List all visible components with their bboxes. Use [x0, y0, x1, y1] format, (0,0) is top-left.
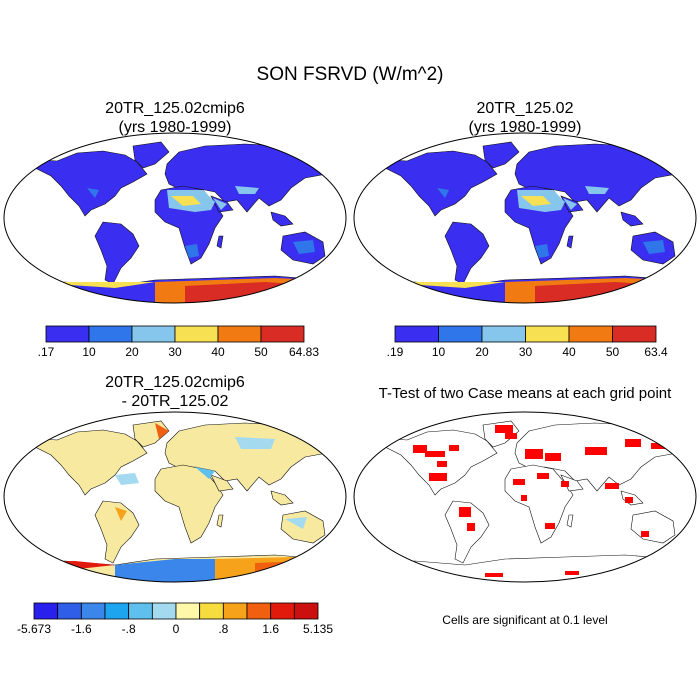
panel-title-2-line2: (yrs 1980-1999) [468, 119, 582, 136]
colorbar-1-swatch [131, 325, 176, 343]
panel-title-2-line1: 20TR_125.02 [476, 100, 574, 117]
colorbar-2-tick-label: 20 [475, 345, 489, 359]
colorbar-3-swatch [128, 602, 153, 620]
colorbar-3-swatch [199, 602, 224, 620]
figure-title: SON FSRVD (W/m^2) [256, 64, 444, 85]
colorbar-3-swatch [104, 602, 130, 620]
colorbar-1-tick-label: 50 [254, 345, 268, 359]
colorbar-2-swatch [612, 325, 657, 343]
panel-title-4-line1: T-Test of two Case means at each grid po… [378, 385, 672, 402]
colorbar-3-swatch [270, 602, 295, 620]
colorbar-2-tick-label: 30 [519, 345, 533, 359]
colorbar-1-swatch [88, 325, 133, 343]
colorbar-1-tick-label: 64.83 [289, 345, 319, 359]
significance-note: Cells are significant at 0.1 level [442, 613, 608, 627]
colorbar-3-swatch [80, 602, 106, 620]
panel-title-3-line1: 20TR_125.02cmip6 [105, 374, 245, 391]
colorbar-3-swatch [222, 602, 248, 620]
colorbar-1-tick-label: .17 [38, 345, 55, 359]
colorbar-3-swatch [293, 602, 319, 620]
colorbar-panel-3: -5.673 -1.6 -.8 0 .8 1.6 5.135 [17, 602, 333, 636]
colorbar-3-swatch [57, 602, 82, 620]
panel-title-1: 20TR_125.02cmip6 (yrs 1980-1999) [0, 99, 350, 137]
panel-title-4: T-Test of two Case means at each grid po… [350, 384, 700, 403]
colorbar-1-swatch [217, 325, 262, 343]
colorbar-2-tick-label: .19 [387, 345, 404, 359]
colorbar-3-swatch [151, 602, 177, 620]
colorbar-2-swatch [394, 325, 439, 343]
colorbar-3-swatch [33, 602, 59, 620]
colorbar-3-tick-label: .8 [218, 622, 228, 636]
colorbar-3-swatch [175, 602, 201, 620]
colorbar-2-tick-label: 40 [562, 345, 576, 359]
colorbar-2-tick-label: 50 [606, 345, 620, 359]
colorbar-1-swatch [174, 325, 219, 343]
colorbar-3-swatch [246, 602, 272, 620]
map-panel-3 [3, 411, 347, 583]
map-panel-4 [353, 411, 697, 583]
colorbar-panel-1: .17 10 20 30 40 50 64.83 [38, 325, 319, 359]
colorbar-3-tick-label: 5.135 [303, 622, 333, 636]
colorbar-2-swatch [568, 325, 613, 343]
colorbar-1-swatch [260, 325, 305, 343]
map-panel-1 [3, 132, 347, 304]
colorbar-1-tick-label: 10 [82, 345, 96, 359]
panel-title-2: 20TR_125.02 (yrs 1980-1999) [350, 99, 700, 137]
colorbar-2-swatch [525, 325, 570, 343]
colorbar-3-tick-label: 1.6 [262, 622, 279, 636]
panel-title-3: 20TR_125.02cmip6 - 20TR_125.02 [0, 373, 350, 411]
colorbar-2-swatch [481, 325, 526, 343]
colorbar-2-swatch [438, 325, 483, 343]
colorbar-3-tick-label: -.8 [122, 622, 136, 636]
colorbar-3-tick-label: -1.6 [71, 622, 92, 636]
colorbar-2-tick-label: 63.4 [644, 345, 668, 359]
colorbar-3-tick-label: 0 [173, 622, 180, 636]
panel-title-3-line2: - 20TR_125.02 [121, 393, 229, 410]
colorbar-1-tick-label: 20 [125, 345, 139, 359]
panel-title-1-line2: (yrs 1980-1999) [118, 119, 232, 136]
colorbar-2-tick-label: 10 [432, 345, 446, 359]
map-panel-2 [353, 132, 697, 304]
colorbar-1-tick-label: 40 [211, 345, 225, 359]
colorbar-1-swatch [45, 325, 90, 343]
panel-title-1-line1: 20TR_125.02cmip6 [105, 100, 245, 117]
colorbar-1-tick-label: 30 [168, 345, 182, 359]
colorbar-panel-2: .19 10 20 30 40 50 63.4 [387, 325, 668, 359]
colorbar-3-tick-label: -5.673 [17, 622, 51, 636]
